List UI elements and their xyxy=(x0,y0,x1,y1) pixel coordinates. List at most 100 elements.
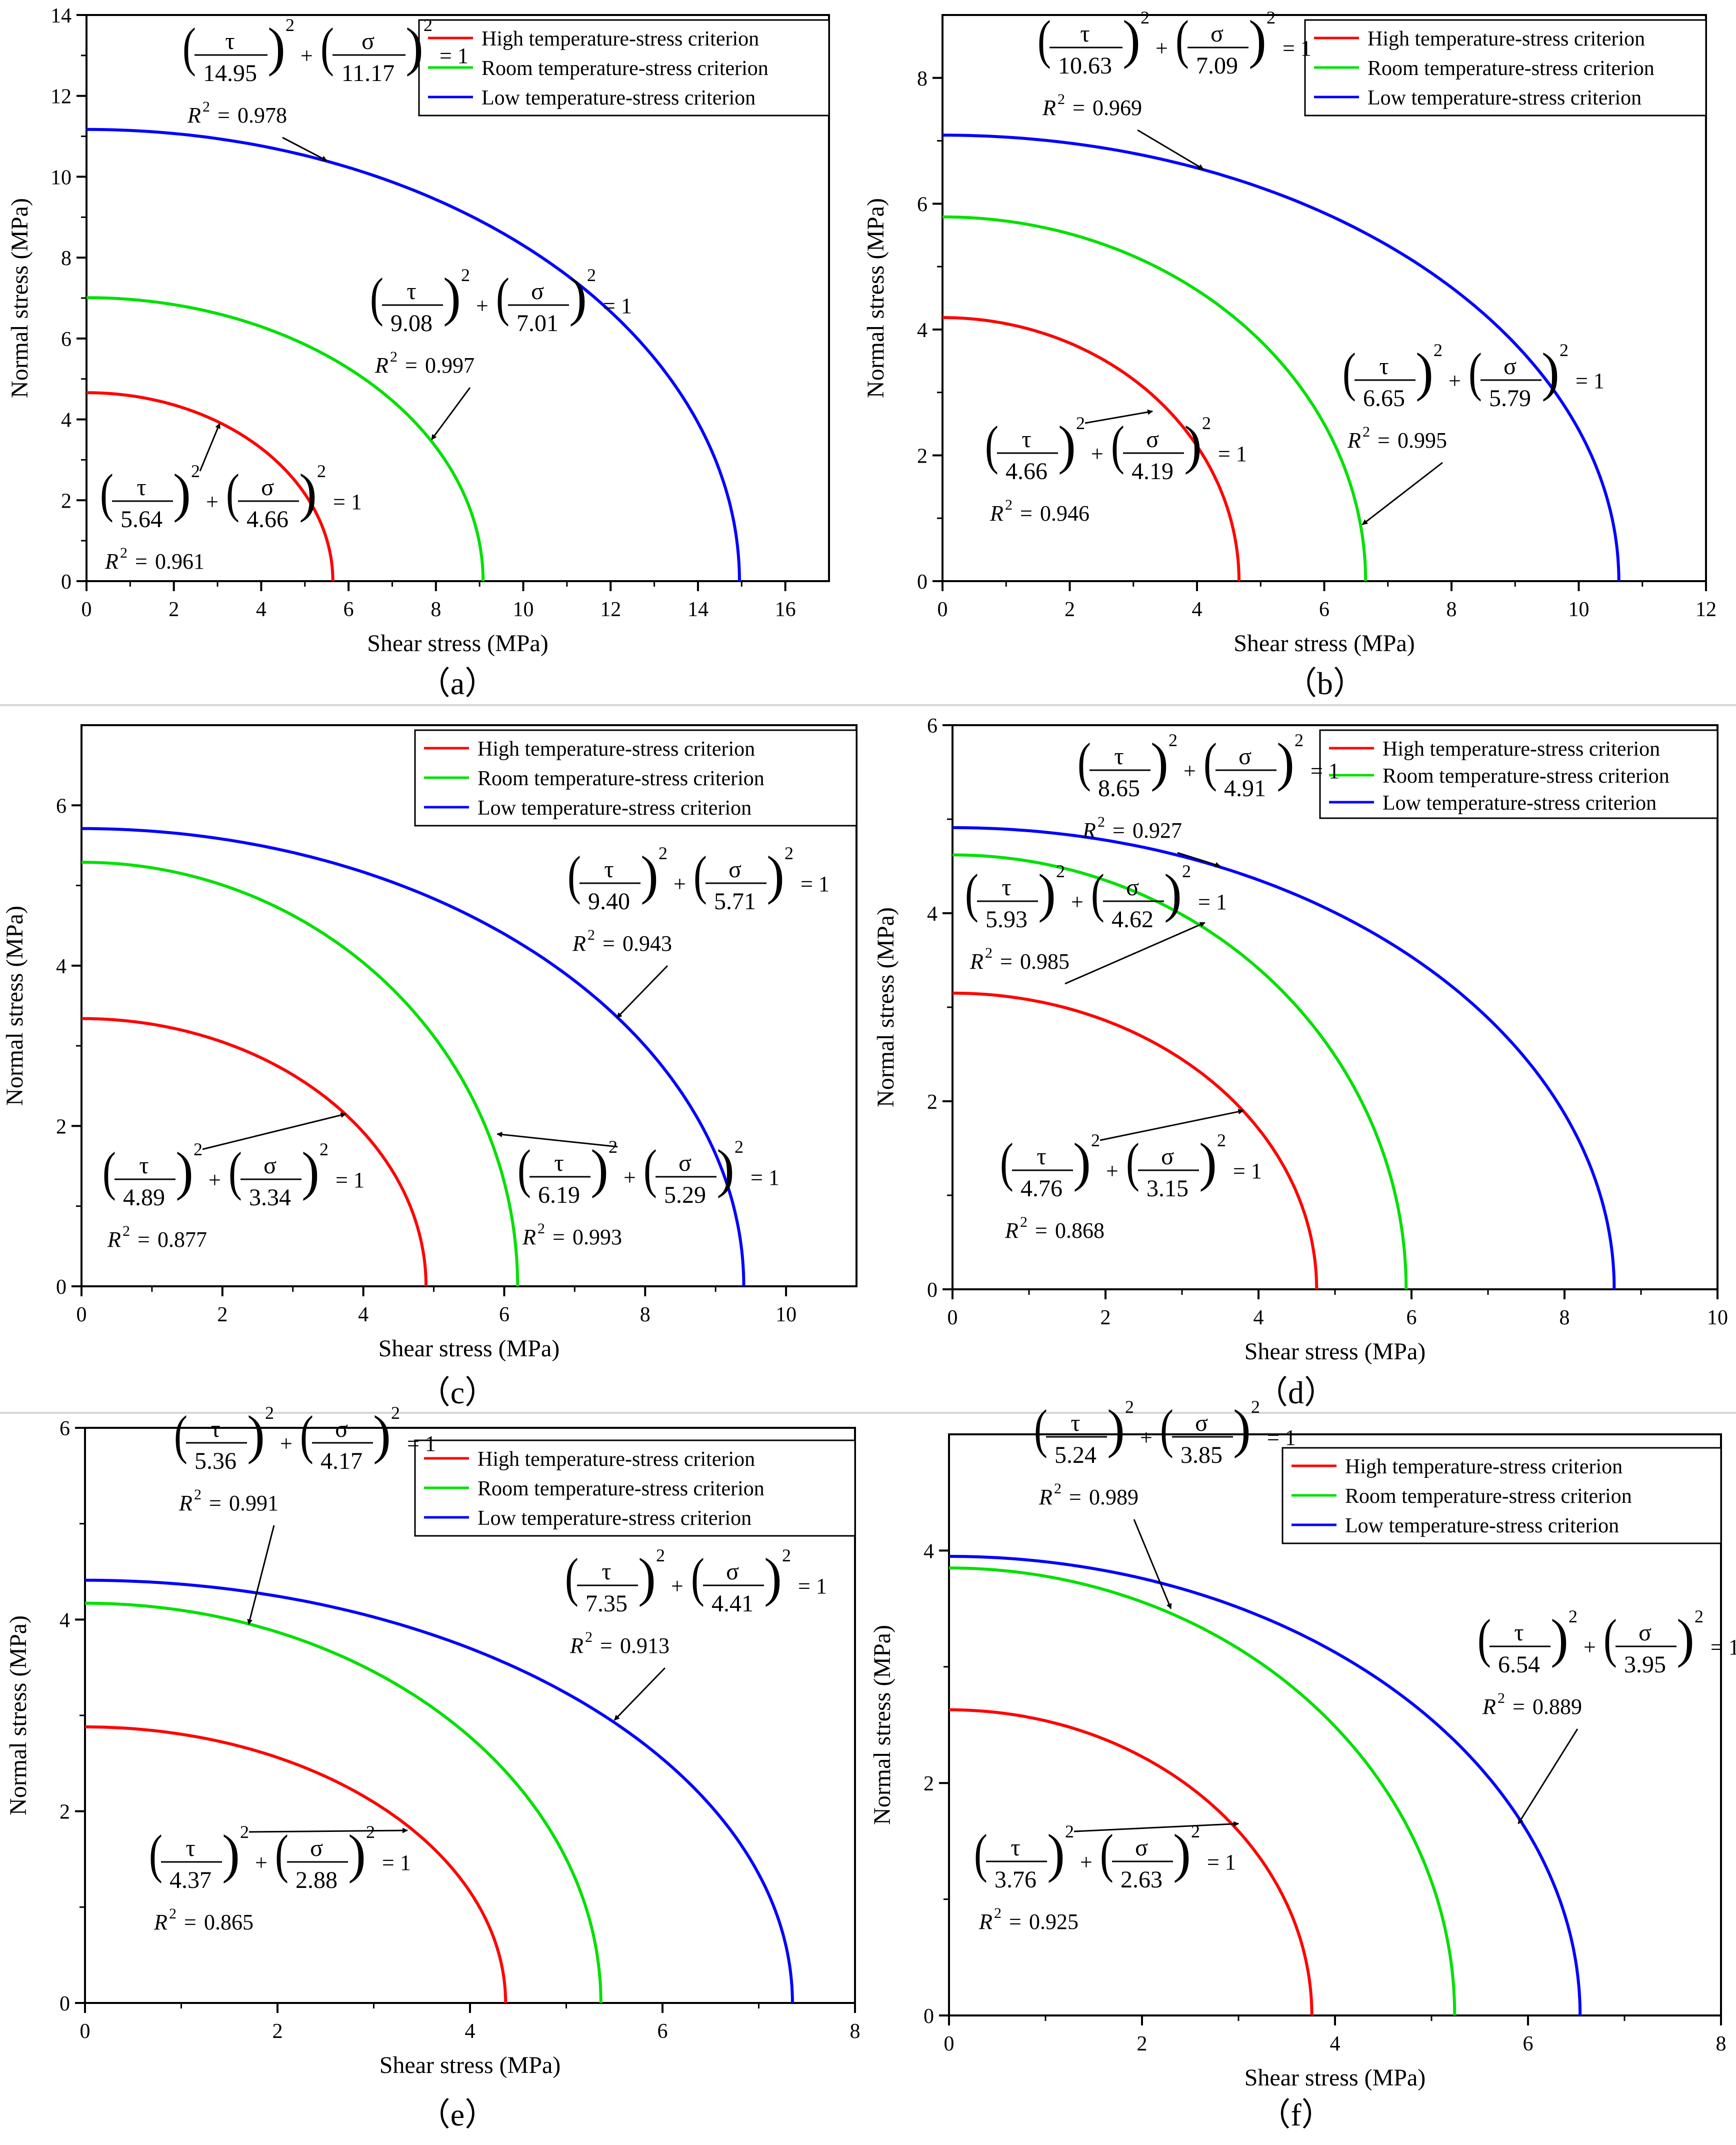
exponent: 2 xyxy=(1065,1821,1074,1841)
sigma-denominator: 2.88 xyxy=(296,1867,338,1893)
sigma-symbol: σ xyxy=(678,1150,692,1176)
tau-denominator: 9.40 xyxy=(588,888,630,915)
equals-one: = 1 xyxy=(407,1431,436,1456)
x-tick-label: 8 xyxy=(1446,598,1457,621)
sigma-denominator: 2.63 xyxy=(1120,1866,1162,1893)
equation-annotation: (τ8.65) 2+(σ4.91) 2= 1R 2 = 0.927 xyxy=(1078,730,1340,843)
plus-sign: + xyxy=(1584,1635,1596,1659)
annotation-arrow xyxy=(496,1132,618,1148)
paren-left: ( xyxy=(518,1139,531,1199)
criterion-curve xyxy=(952,853,1408,1290)
paren-left: ( xyxy=(370,267,384,327)
tau-denominator: 5.24 xyxy=(1054,1442,1096,1468)
plus-sign: + xyxy=(1091,442,1104,466)
x-tick-label: 2 xyxy=(217,1303,228,1326)
paren-left: ( xyxy=(1100,1823,1114,1883)
equation-annotation: (τ4.66) 2+(σ4.19) 2= 1R 2 = 0.946 xyxy=(985,413,1247,526)
paren-right: ) xyxy=(1184,416,1202,475)
annotation-arrow xyxy=(430,387,471,440)
x-tick-label: 8 xyxy=(640,1303,650,1326)
tau-symbol: τ xyxy=(1070,1410,1080,1436)
paren-right: ) xyxy=(640,846,658,905)
r2-symbol: R xyxy=(1347,428,1361,453)
exponent: 2 xyxy=(1056,861,1065,881)
exponent: 2 xyxy=(1217,1130,1226,1150)
exponent: 2 xyxy=(782,1545,791,1565)
x-tick-label: 6 xyxy=(1523,2032,1534,2055)
sigma-denominator: 5.29 xyxy=(664,1182,706,1208)
chart-panel: 0 2 4 6 8 10 12 0 2 4 6 8 Shear stress (MPa) Normal s… xyxy=(862,8,1716,701)
y-tick-label: 6 xyxy=(56,795,66,818)
plus-sign: + xyxy=(1140,1425,1152,1450)
legend-box xyxy=(418,19,830,117)
criterion-curve xyxy=(952,826,1616,1290)
x-axis-label: Shear stress (MPa) xyxy=(1244,2064,1426,2091)
r2-exponent: 2 xyxy=(588,927,595,943)
tau-denominator: 8.65 xyxy=(1098,775,1140,802)
exponent: 2 xyxy=(391,1403,400,1423)
r2-value: 0.889 xyxy=(1532,1694,1582,1719)
paren-left: ( xyxy=(1034,1399,1048,1459)
paren-right: ) xyxy=(299,464,317,523)
r2-exponent: 2 xyxy=(390,349,398,365)
r2-value: 0.969 xyxy=(1092,96,1142,120)
tau-symbol: τ xyxy=(1010,1834,1020,1861)
paren-right: ) xyxy=(590,1139,608,1199)
y-axis-label: Normal stress (MPa) xyxy=(5,1615,32,1815)
paren-right: ) xyxy=(373,1405,391,1465)
sigma-symbol: σ xyxy=(728,856,742,883)
r2-equals: = xyxy=(1378,428,1390,453)
paren-right: ) xyxy=(302,1142,320,1201)
criterion-curve xyxy=(942,134,1620,582)
r2-value: 0.989 xyxy=(1089,1485,1138,1509)
r2-equals: = xyxy=(1112,818,1125,843)
exponent: 2 xyxy=(194,1139,202,1159)
legend-label: Low temperature-stress criterion xyxy=(1345,1514,1619,1537)
paren-left: ( xyxy=(1091,863,1104,923)
r2-exponent: 2 xyxy=(1020,1214,1028,1230)
paren-right: ) xyxy=(1150,733,1168,792)
r2-exponent: 2 xyxy=(194,1486,202,1503)
tau-symbol: τ xyxy=(1036,1143,1046,1170)
sigma-symbol: σ xyxy=(1504,353,1516,380)
plus-sign: + xyxy=(300,44,313,68)
exponent: 2 xyxy=(734,1137,744,1157)
sigma-symbol: σ xyxy=(1126,874,1139,901)
r2-equals: = xyxy=(218,103,230,128)
x-tick-label: 4 xyxy=(465,2020,476,2043)
legend-label: Low temperature-stress criterion xyxy=(482,87,756,110)
plus-sign: + xyxy=(208,1168,221,1192)
criterion-curve xyxy=(82,827,746,1287)
sigma-denominator: 4.19 xyxy=(1132,458,1174,485)
y-tick-label: 2 xyxy=(60,1801,70,1824)
x-tick-label: 10 xyxy=(1707,1306,1728,1329)
paren-right: ) xyxy=(222,1824,240,1884)
exponent: 2 xyxy=(1091,1130,1100,1150)
annotation-arrow xyxy=(248,1827,408,1833)
x-tick-label: 6 xyxy=(1406,1306,1417,1329)
sigma-symbol: σ xyxy=(1238,743,1252,770)
tau-symbol: τ xyxy=(1514,1619,1524,1646)
r2-value: 0.997 xyxy=(425,353,474,378)
r2-exponent: 2 xyxy=(585,1629,592,1645)
tau-denominator: 5.93 xyxy=(986,906,1028,933)
paren-right: ) xyxy=(247,1405,265,1465)
y-axis-label: Normal stress (MPa) xyxy=(869,1625,896,1825)
plus-sign: + xyxy=(476,294,488,318)
equation-annotation: (τ5.24) 2+(σ3.85) 2= 1R 2 = 0.989 xyxy=(1034,1397,1296,1509)
paren-left: ( xyxy=(1342,342,1356,402)
paren-right: ) xyxy=(1199,1133,1217,1192)
r2-value: 0.993 xyxy=(572,1225,622,1249)
legend-label: Room temperature-stress criterion xyxy=(482,57,768,80)
equation-annotation: (τ7.35) 2+(σ4.41) 2= 1R 2 = 0.913 xyxy=(565,1545,827,1658)
equation-annotation: (τ5.64) 2+(σ4.66) 2= 1R 2 = 0.961 xyxy=(100,461,362,574)
paren-right: ) xyxy=(638,1548,656,1607)
equals-one: = 1 xyxy=(1310,759,1340,783)
equation-annotation: (τ3.76) 2+(σ2.63) 2= 1R 2 = 0.925 xyxy=(974,1821,1236,1934)
equation-annotation: (τ14.95) 2+(σ11.17) 2= 1R 2 = 0.978 xyxy=(182,15,468,128)
y-tick-label: 4 xyxy=(60,1609,70,1632)
paren-left: ( xyxy=(226,463,240,523)
paren-right: ) xyxy=(1676,1609,1694,1668)
y-tick-label: 2 xyxy=(917,445,928,468)
legend-label: Low temperature-stress criterion xyxy=(1382,792,1656,815)
